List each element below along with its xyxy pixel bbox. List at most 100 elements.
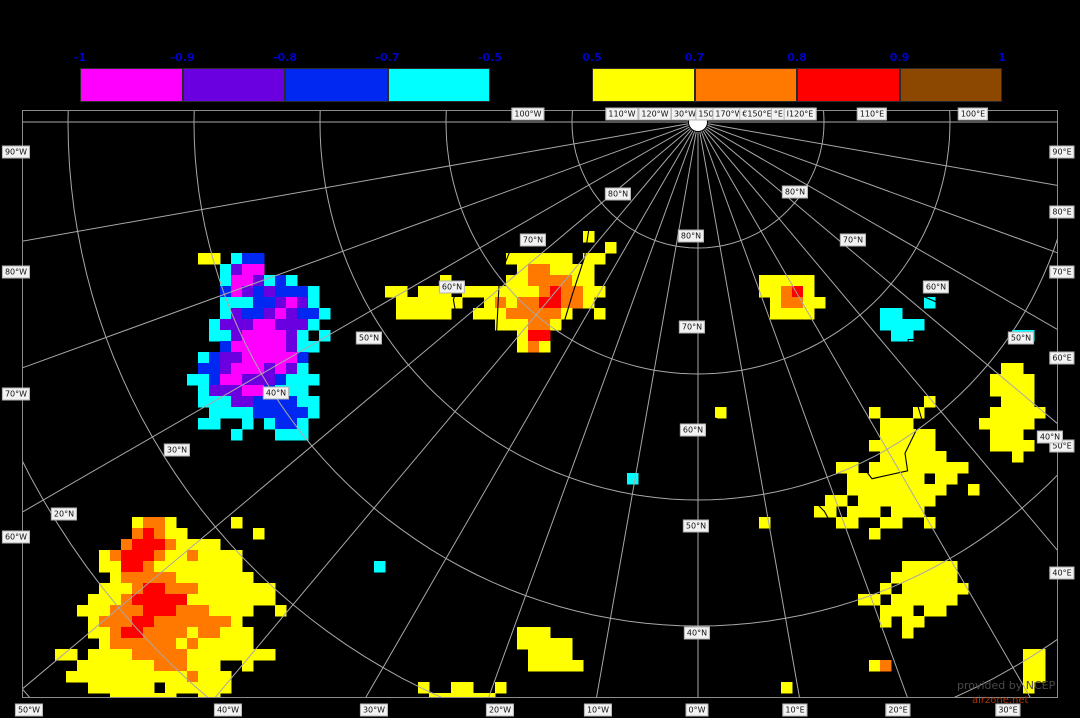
- anomaly-cell: [88, 671, 100, 683]
- anomaly-cell: [110, 594, 122, 606]
- anomaly-cell: [209, 374, 221, 386]
- anomaly-cell: [231, 561, 243, 573]
- anomaly-cell: [231, 396, 243, 408]
- anomaly-cell: [286, 330, 298, 342]
- anomaly-cell: [935, 561, 947, 573]
- anomaly-cell: [891, 308, 903, 320]
- anomaly-cell: [176, 539, 188, 551]
- anomaly-cell: [154, 561, 166, 573]
- anomaly-cell: [550, 319, 562, 331]
- anomaly-cell: [154, 660, 166, 672]
- anomaly-cell: [220, 561, 232, 573]
- anomaly-cell: [924, 396, 936, 408]
- anomaly-cell: [825, 495, 837, 507]
- anomaly-cell: [880, 462, 892, 474]
- anomaly-cell: [220, 583, 232, 595]
- anomaly-cell: [110, 550, 122, 562]
- anomaly-cell: [187, 550, 199, 562]
- anomaly-cell: [902, 605, 914, 617]
- anomaly-cell: [935, 473, 947, 485]
- anomaly-cell: [165, 660, 177, 672]
- coastline-britain: [801, 500, 878, 604]
- anomaly-cell: [253, 385, 265, 397]
- anomaly-cell: [110, 616, 122, 628]
- anomaly-cell: [121, 671, 133, 683]
- parallel-label: 40°N: [1036, 430, 1064, 444]
- anomaly-cell: [583, 253, 595, 265]
- anomaly-cell: [858, 484, 870, 496]
- anomaly-cell: [1012, 407, 1024, 419]
- anomaly-cell: [715, 407, 727, 419]
- anomaly-cell: [374, 561, 386, 573]
- map-canvas[interactable]: [22, 110, 1058, 698]
- anomaly-cell: [880, 440, 892, 452]
- anomaly-cell: [781, 286, 793, 298]
- anomaly-cell: [583, 264, 595, 276]
- anomaly-cell: [253, 407, 265, 419]
- meridian-10: [702, 130, 1032, 698]
- anomaly-cell: [99, 649, 111, 661]
- anomaly-cell: [165, 605, 177, 617]
- anomaly-cell: [539, 264, 551, 276]
- anomaly-cell: [539, 297, 551, 309]
- anomaly-cell: [473, 308, 485, 320]
- longitude-label-bottom: 50°W: [14, 703, 44, 717]
- anomaly-cell: [242, 605, 254, 617]
- latitude-label-left: 60°W: [1, 530, 31, 544]
- meridian--100: [22, 123, 689, 242]
- anomaly-cell: [924, 572, 936, 584]
- anomaly-cell: [451, 297, 463, 309]
- anomaly-cell: [418, 308, 430, 320]
- anomaly-cell: [176, 649, 188, 661]
- anomaly-cell: [77, 660, 89, 672]
- anomaly-cell: [935, 462, 947, 474]
- anomaly-cell: [880, 308, 892, 320]
- meridian-50: [707, 124, 1058, 254]
- coastline-iceland: [675, 417, 733, 457]
- anomaly-cell: [242, 341, 254, 353]
- anomaly-cell: [242, 396, 254, 408]
- anomaly-cell: [440, 693, 452, 698]
- anomaly-cell: [1012, 429, 1024, 441]
- anomaly-cell: [1001, 418, 1013, 430]
- anomaly-cell: [990, 385, 1002, 397]
- anomaly-cell: [869, 660, 881, 672]
- anomaly-cell: [891, 484, 903, 496]
- anomaly-cell: [242, 594, 254, 606]
- anomaly-cell: [924, 484, 936, 496]
- anomaly-cell: [242, 660, 254, 672]
- anomaly-cell: [99, 671, 111, 683]
- anomaly-cell: [517, 264, 529, 276]
- anomaly-cell: [77, 605, 89, 617]
- anomaly-cell: [1023, 407, 1035, 419]
- colorbar-swatch: [285, 68, 388, 102]
- anomaly-cell: [759, 275, 771, 287]
- anomaly-cell: [539, 649, 551, 661]
- parallel-label: 20°N: [50, 507, 78, 521]
- anomaly-cell: [132, 550, 144, 562]
- anomaly-cell: [154, 616, 166, 628]
- colorbar-tick-label: 0.5: [582, 51, 602, 64]
- anomaly-cell: [220, 286, 232, 298]
- anomaly-cell: [231, 374, 243, 386]
- anomaly-cell: [550, 308, 562, 320]
- anomaly-cell: [286, 341, 298, 353]
- anomaly-cell: [242, 363, 254, 375]
- anomaly-cell: [231, 341, 243, 353]
- anomaly-cell: [990, 418, 1002, 430]
- anomaly-cell: [297, 396, 309, 408]
- colorbar-swatch: [387, 68, 490, 102]
- anomaly-cell: [847, 517, 859, 529]
- anomaly-cell: [913, 440, 925, 452]
- anomaly-cell: [242, 275, 254, 287]
- anomaly-cell: [935, 451, 947, 463]
- anomaly-cell: [539, 319, 551, 331]
- anomaly-cell: [902, 561, 914, 573]
- anomaly-cell: [176, 561, 188, 573]
- anomaly-cell: [231, 308, 243, 320]
- anomaly-cell: [99, 638, 111, 650]
- anomaly-cell: [165, 572, 177, 584]
- anomaly-cell: [198, 253, 210, 265]
- anomaly-cell: [891, 429, 903, 441]
- anomaly-cell: [506, 275, 518, 287]
